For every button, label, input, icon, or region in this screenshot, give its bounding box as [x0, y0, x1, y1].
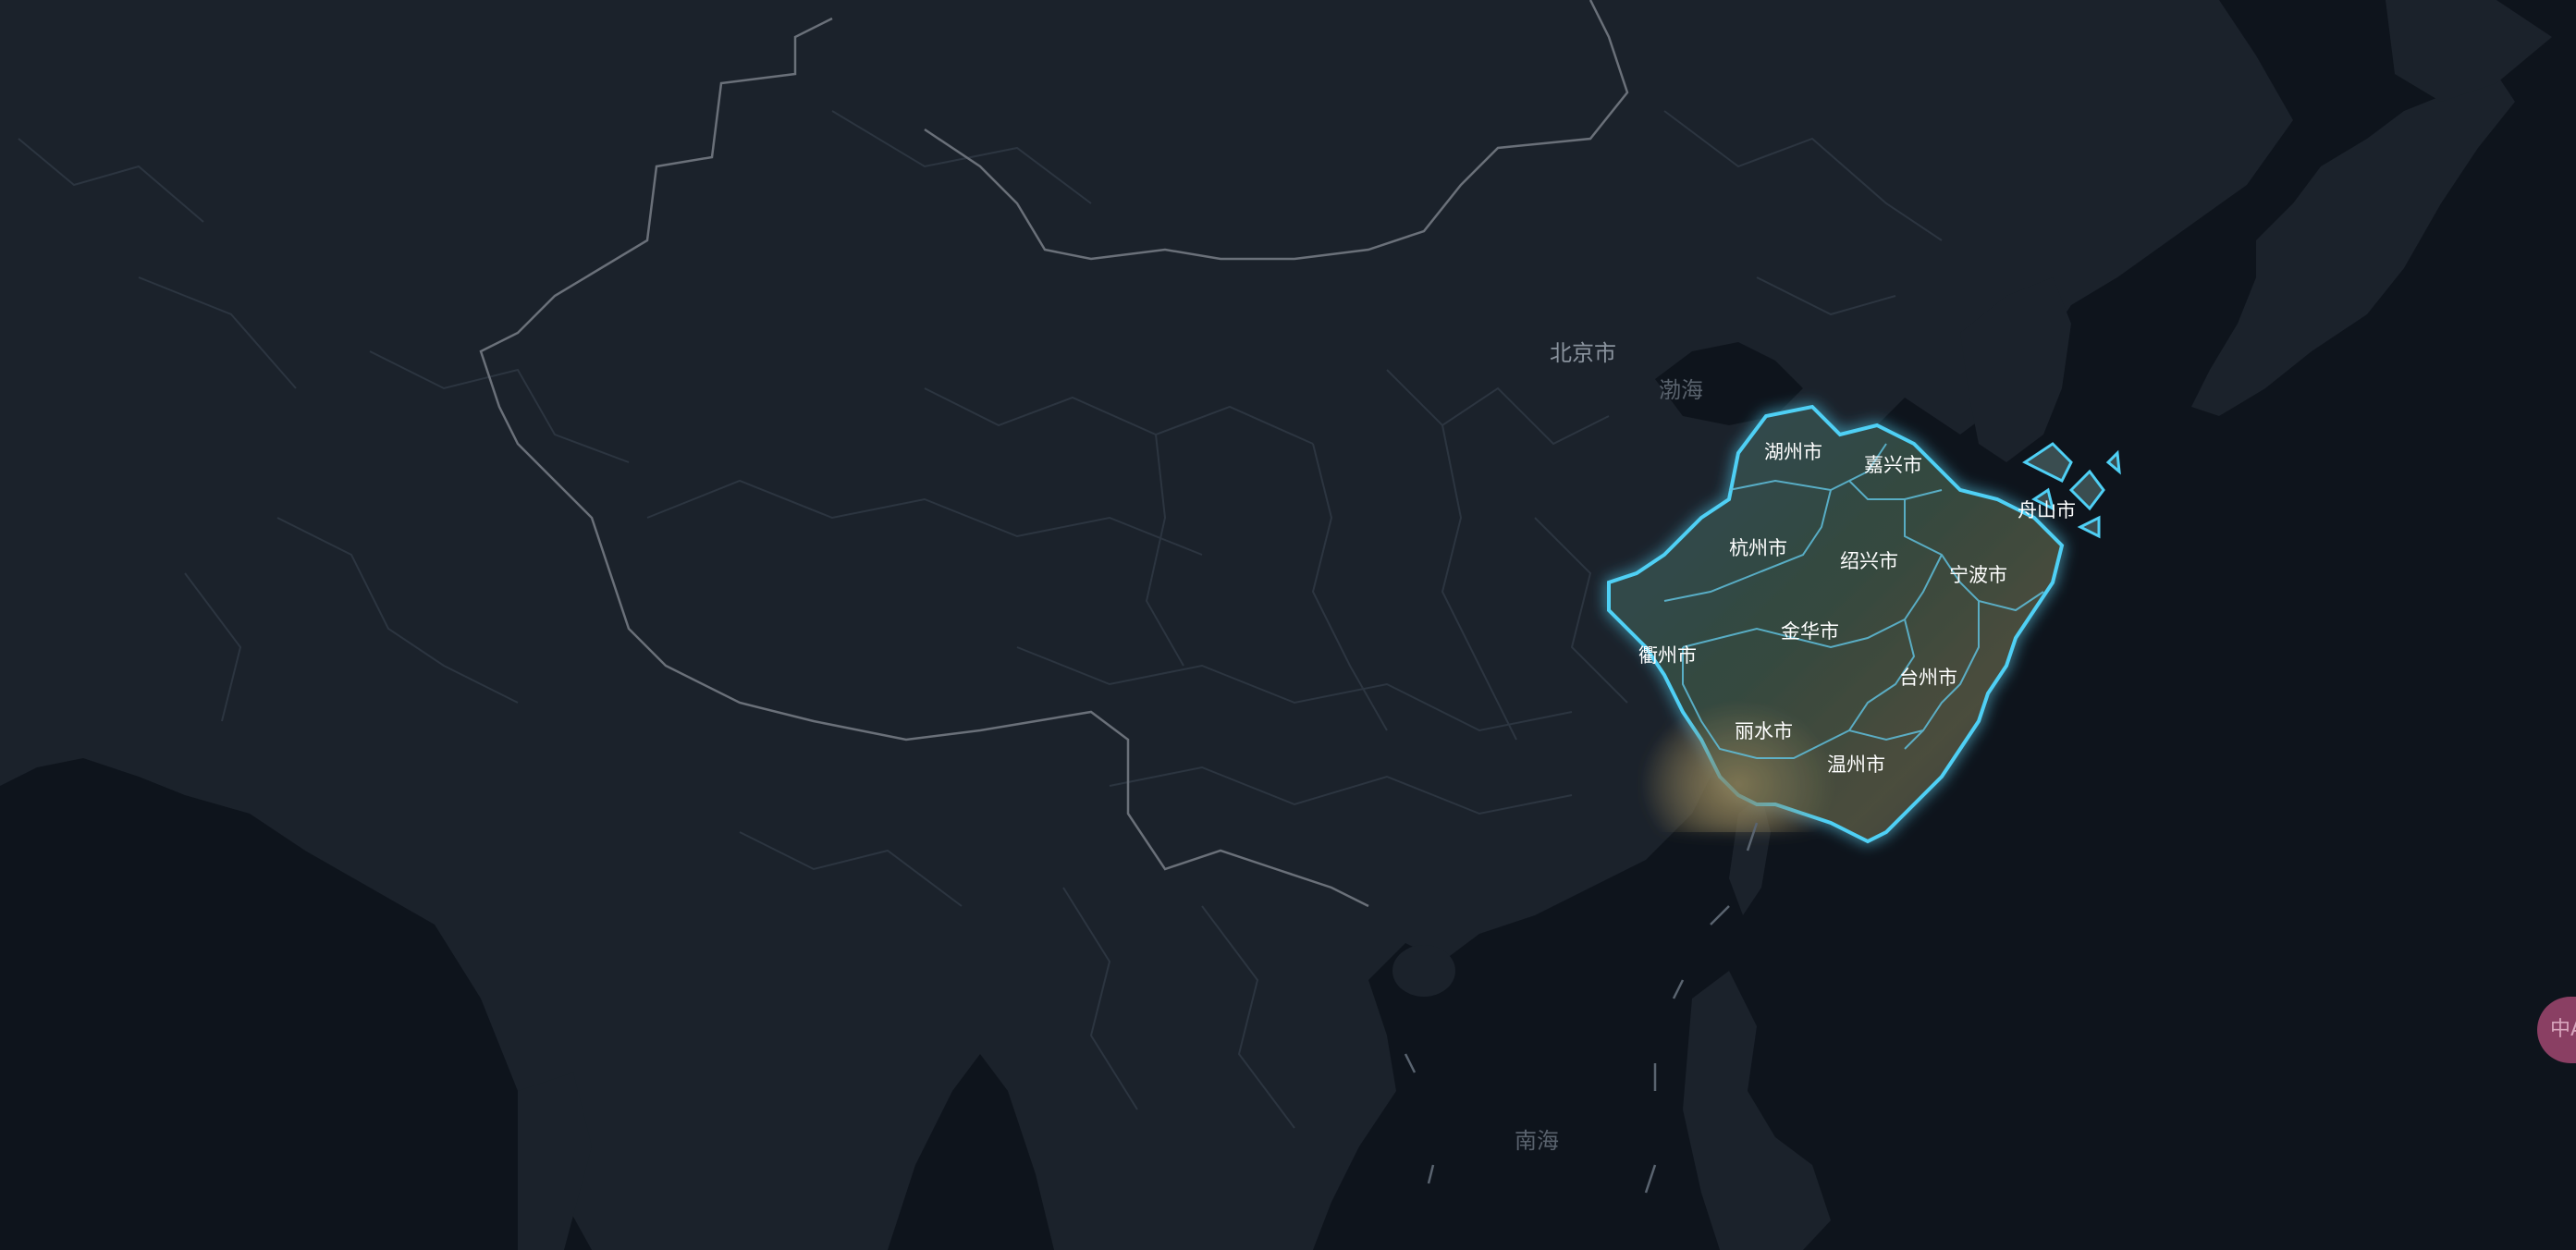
city-labels: 湖州市 嘉兴市 舟山市 杭州市 绍兴市 宁波市 金华市 衢州市 台州市 丽水市 … [1638, 441, 2076, 776]
province-terrain [1627, 592, 1905, 832]
city-label-wenzhou[interactable]: 温州市 [1827, 754, 1885, 776]
admin-borders [18, 110, 1943, 1129]
landmass-asia [0, 0, 2293, 1250]
city-label-lishui[interactable]: 丽水市 [1735, 720, 1793, 742]
city-label-hangzhou[interactable]: 杭州市 [1729, 537, 1787, 559]
national-border [479, 0, 1629, 908]
city-label-jinhua[interactable]: 金华市 [1781, 620, 1839, 643]
city-label-shaoxing[interactable]: 绍兴市 [1840, 550, 1898, 572]
landmass-hainan [1392, 945, 1455, 997]
city-label-zhoushan[interactable]: 舟山市 [2018, 499, 2076, 521]
city-label-taizhou[interactable]: 台州市 [1899, 667, 1957, 689]
city-boundaries [1663, 443, 2044, 759]
city-label-quzhou[interactable]: 衢州市 [1638, 644, 1697, 667]
landmass-japan [2191, 74, 2515, 416]
sea-bohai [1655, 342, 1803, 425]
landmass-hokkaido [2386, 0, 2552, 102]
label-beijing: 北京市 [1550, 340, 1616, 366]
highlighted-province[interactable] [1607, 404, 2065, 844]
landmass-korea [1960, 277, 2071, 462]
zhoushan-islands [2022, 442, 2121, 539]
label-bohai: 渤海 [1659, 377, 1703, 403]
city-label-jiaxing[interactable]: 嘉兴市 [1864, 454, 1922, 476]
city-label-ningbo[interactable]: 宁波市 [1949, 564, 2007, 586]
landmass-india-south [518, 1072, 592, 1250]
label-nanhai: 南海 [1515, 1128, 1559, 1154]
city-label-huzhou[interactable]: 湖州市 [1764, 441, 1822, 463]
landmass-philippines [1683, 971, 1831, 1250]
coast-marks [1404, 822, 1759, 1194]
